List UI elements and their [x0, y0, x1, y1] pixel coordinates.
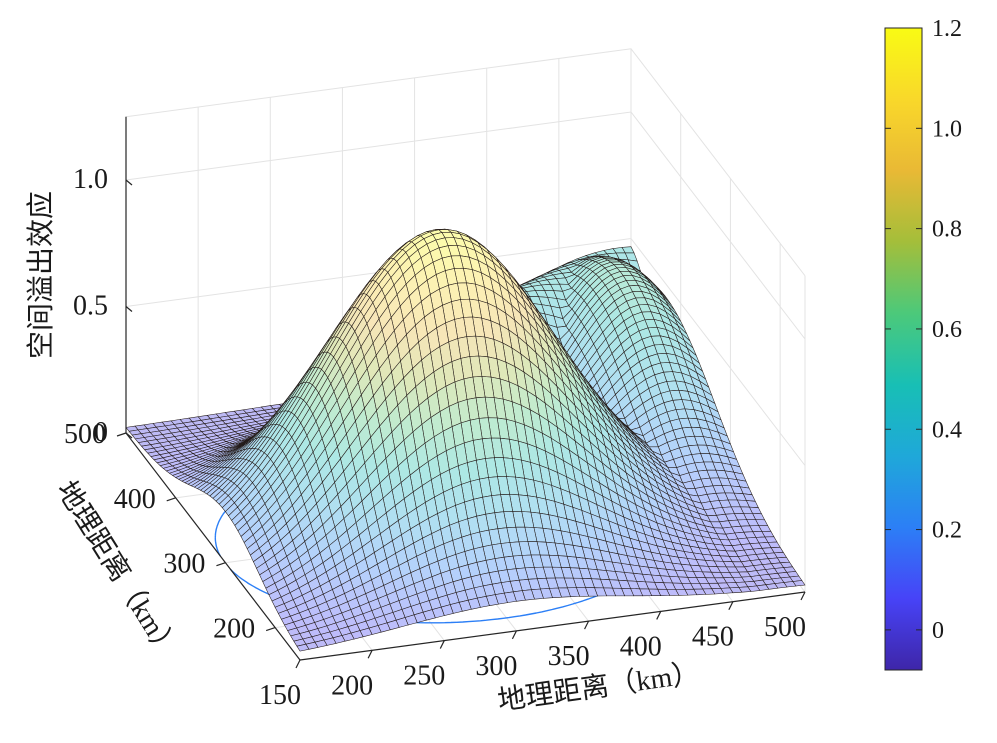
colorbar-tick-label: 0 — [932, 618, 944, 644]
grid-line — [125, 237, 806, 466]
y-tick-mark — [216, 562, 226, 567]
x-tick-label: 450 — [692, 622, 734, 653]
z-tick-mark — [125, 432, 133, 439]
y-tick-label: 500 — [64, 419, 106, 450]
x-tick-mark — [439, 640, 445, 649]
x-tick-label: 300 — [475, 651, 517, 682]
z-tick-mark — [125, 306, 133, 312]
colorbar-tick-label: 1.2 — [932, 16, 962, 42]
y-tick-label: 400 — [114, 484, 156, 515]
grid-line — [125, 111, 806, 340]
x-tick-label: 200 — [331, 670, 373, 701]
x-tick-mark — [295, 659, 301, 669]
x-tick-mark — [584, 620, 590, 630]
x-tick-mark — [367, 650, 373, 659]
x-tick-mark — [656, 611, 662, 620]
x-tick-mark — [511, 630, 517, 640]
surface-patch — [296, 643, 310, 652]
x-tick-label: 250 — [403, 661, 445, 692]
x-tick-label: 400 — [620, 631, 662, 662]
surface — [125, 228, 806, 652]
x-tick-mark — [800, 591, 806, 601]
y-tick-mark — [166, 497, 176, 502]
y-tick-label: 200 — [213, 614, 255, 645]
colorbar-tick-label: 0.2 — [932, 518, 962, 544]
colorbar-tick-label: 0.4 — [932, 417, 962, 443]
colorbar-ticks: 0 0.2 0.4 0.6 0.8 1.0 1.2 — [885, 16, 962, 644]
colorbar — [884, 27, 923, 671]
z-tick-label: 1.0 — [73, 164, 108, 195]
y-axis-line — [125, 432, 301, 661]
colorbar-tick-label: 0.8 — [932, 217, 962, 243]
x-tick-mark — [728, 601, 734, 610]
z-tick-label: 0.5 — [73, 291, 108, 322]
x-axis-title: 地理距离（km） — [496, 657, 702, 717]
axes: 150 200 250 300 350 400 450 50020030040050000.5… — [64, 164, 806, 711]
z-axis-title: 空间溢出效应 — [25, 191, 57, 359]
z-tick-label: 0 — [94, 417, 108, 448]
x-tick-label: 350 — [548, 641, 590, 672]
y-tick-label: 300 — [163, 549, 205, 580]
x-tick-label: 500 — [764, 612, 806, 643]
colorbar-tick-label: 0.6 — [932, 317, 962, 343]
colorbar-tick-label: 1.0 — [932, 116, 962, 142]
y-tick-mark — [265, 627, 276, 632]
z-tick-mark — [125, 179, 133, 186]
x-axis-line — [299, 591, 806, 661]
grid-line — [125, 48, 806, 277]
y-tick-mark — [116, 432, 127, 437]
x-tick-label: 150 — [259, 680, 301, 711]
